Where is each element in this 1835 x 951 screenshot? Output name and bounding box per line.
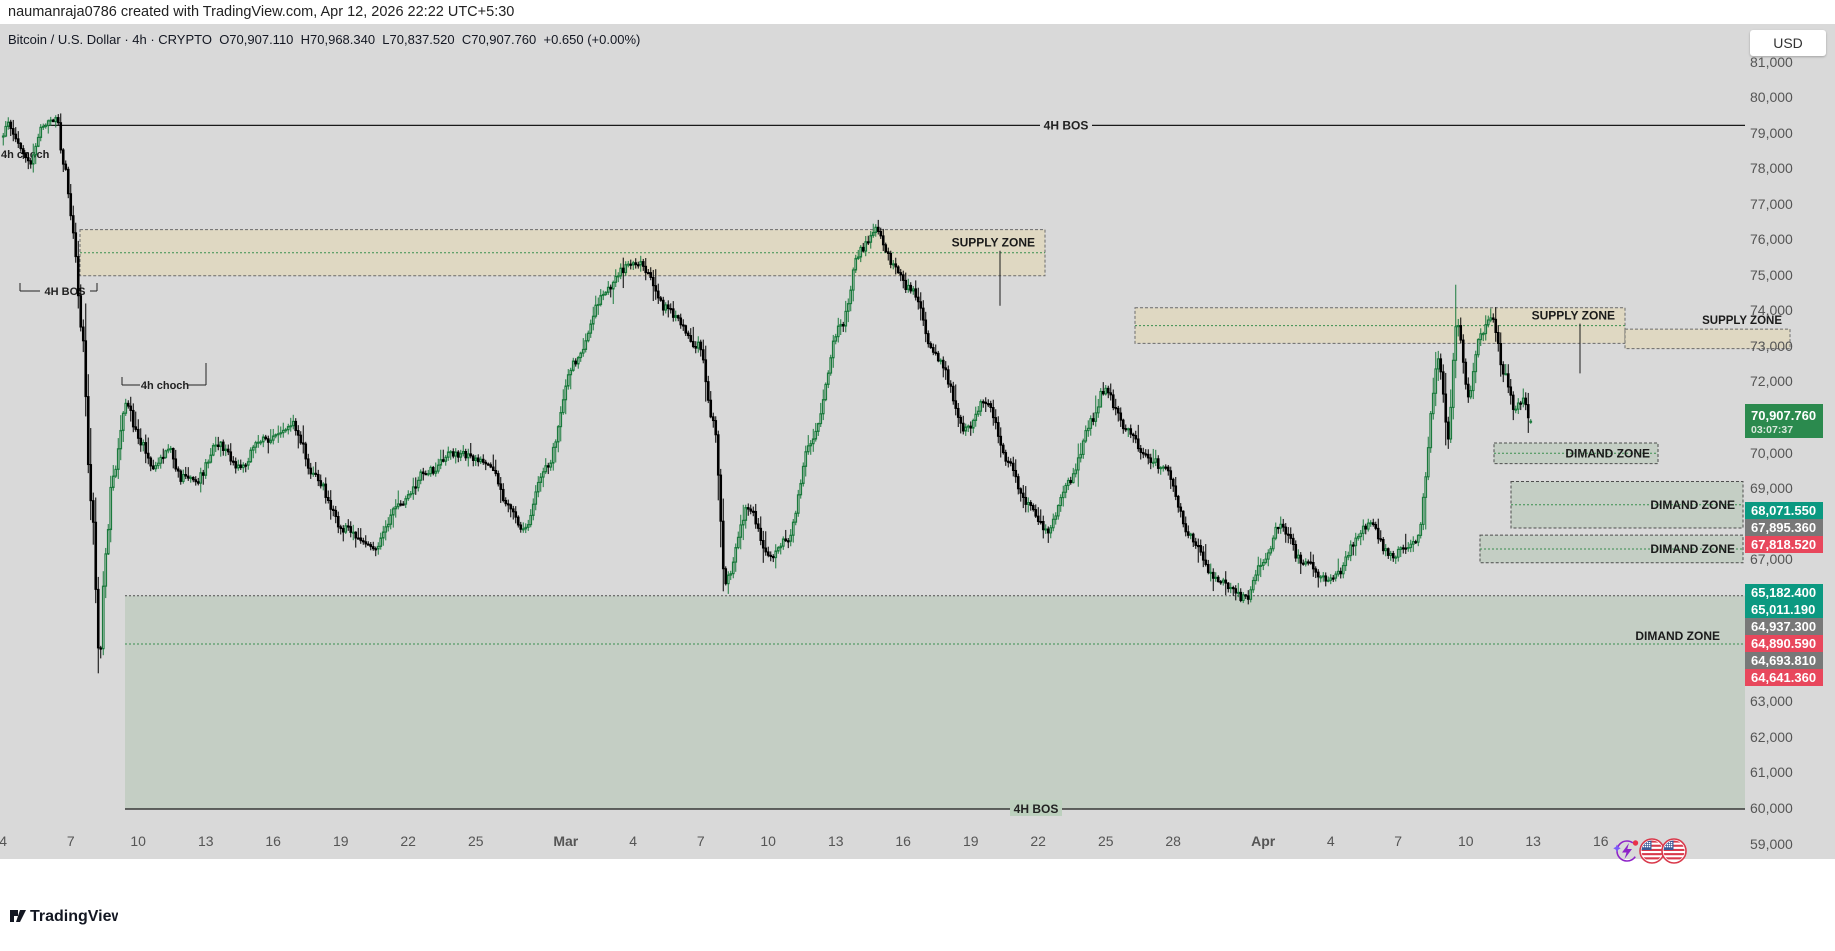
svg-text:DIMAND ZONE: DIMAND ZONE: [1565, 446, 1650, 460]
svg-text:DIMAND ZONE: DIMAND ZONE: [1650, 498, 1735, 512]
svg-text:4H BOS: 4H BOS: [1044, 118, 1089, 132]
svg-text:DIMAND ZONE: DIMAND ZONE: [1635, 629, 1720, 643]
svg-text:SUPPLY ZONE: SUPPLY ZONE: [952, 236, 1035, 250]
svg-text:SUPPLY ZONE: SUPPLY ZONE: [1532, 309, 1615, 323]
svg-text:TradingView: TradingView: [30, 908, 118, 925]
svg-text:DIMAND ZONE: DIMAND ZONE: [1650, 542, 1735, 556]
svg-text:4H BOS: 4H BOS: [1014, 802, 1059, 816]
svg-text:4h choch: 4h choch: [141, 380, 190, 392]
